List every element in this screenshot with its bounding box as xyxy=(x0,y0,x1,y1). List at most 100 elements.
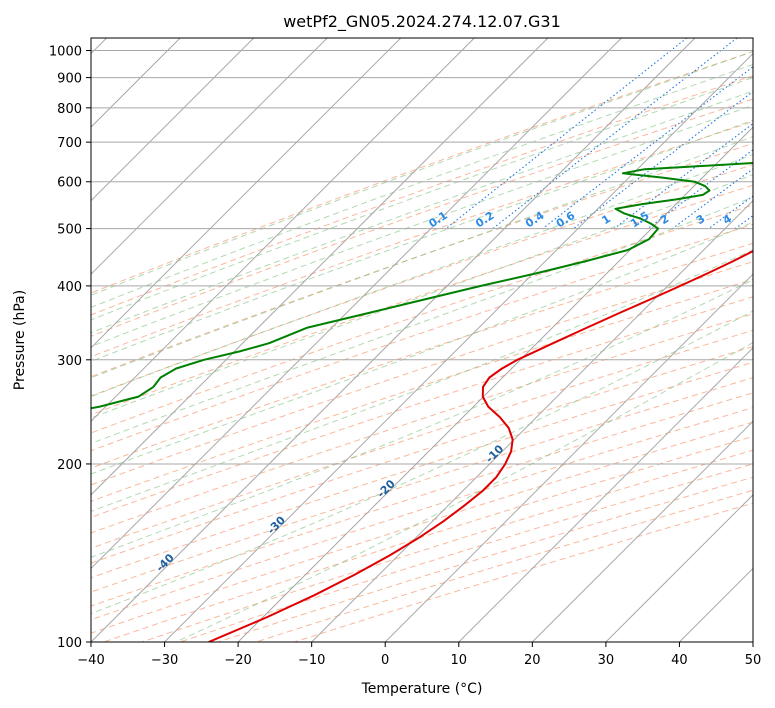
moist-adiabat-line xyxy=(91,119,753,362)
isotherm-line xyxy=(531,420,753,642)
isotherm-label: -50 xyxy=(40,591,63,614)
mixing-ratio-line xyxy=(613,122,753,230)
isotherm-line xyxy=(605,494,753,642)
isotherm-line xyxy=(384,273,753,642)
isotherm-line xyxy=(91,38,402,349)
dry-adiabat-line xyxy=(91,278,753,502)
dry-adiabat-line xyxy=(91,296,753,518)
profile-series xyxy=(91,162,753,642)
x-tick-label: 50 xyxy=(745,653,762,668)
moist-adiabat-line xyxy=(91,249,753,512)
moist-adiabat-line xyxy=(91,173,753,419)
dry-adiabat-line xyxy=(91,242,753,469)
mixing-ratio-label: 0.6 xyxy=(554,209,578,231)
y-tick-label: 200 xyxy=(57,458,82,473)
chart-title: wetPf2_GN05.2024.274.12.07.G31 xyxy=(283,12,561,32)
dry-adiabat-line xyxy=(91,164,753,397)
mixing-ratio-label: 6 xyxy=(759,212,773,227)
y-tick-label: 600 xyxy=(57,176,82,191)
moist-adiabat-line xyxy=(91,104,753,348)
moist-adiabat-line xyxy=(91,221,753,475)
plot-area: 0.10.20.40.611.52346810131620253036-50-4… xyxy=(40,38,773,642)
x-axis-title: Temperature (°C) xyxy=(361,681,483,697)
y-tick-label: 700 xyxy=(57,136,82,151)
isotherm-line xyxy=(237,126,753,642)
dry-adiabat-line xyxy=(91,142,753,378)
mixing-ratio-label: 0.1 xyxy=(426,209,449,231)
isotherm-label: -10 xyxy=(483,442,506,465)
isotherm-line xyxy=(458,347,753,642)
mixing-ratio-line xyxy=(445,38,688,230)
y-axis-title: Pressure (hPa) xyxy=(12,290,28,390)
profile-line-0 xyxy=(208,249,753,642)
mixing-ratio-line xyxy=(573,90,753,230)
moist-adiabat-line xyxy=(175,341,753,642)
isotherm-line xyxy=(91,38,696,642)
background-lines xyxy=(91,38,753,642)
profile-line-1 xyxy=(91,162,753,410)
isotherm-line xyxy=(679,567,753,642)
x-tick-label: 30 xyxy=(598,653,615,668)
isotherm-line xyxy=(91,38,475,423)
dry-adiabat-line xyxy=(91,223,753,452)
moist-adiabat-line xyxy=(91,63,753,308)
x-tick-label: 40 xyxy=(671,653,688,668)
moist-adiabat-line xyxy=(91,153,753,398)
isotherm-line xyxy=(91,38,328,275)
moist-adiabat-line xyxy=(91,90,753,334)
moist-adiabat-line xyxy=(91,77,753,321)
y-tick-label: 800 xyxy=(57,102,82,117)
isotherm-line xyxy=(91,38,549,496)
isotherm-line xyxy=(752,641,753,642)
x-tick-label: 0 xyxy=(381,653,389,668)
x-axis: −40 −30 −20 −10 0 10 20 30 40 50 xyxy=(77,642,761,668)
dry-adiabat-line xyxy=(179,463,753,642)
mixing-ratio-label: 2 xyxy=(658,212,672,227)
isotherm-line xyxy=(91,38,255,202)
dry-adiabat-line xyxy=(91,261,753,486)
moist-adiabat-line xyxy=(91,51,753,296)
isobar-grid xyxy=(91,50,753,642)
moist-adiabat-line xyxy=(91,196,753,444)
moist-adiabat-line xyxy=(91,279,753,558)
isotherm-line xyxy=(164,52,753,642)
mixing-ratio-line xyxy=(734,214,753,230)
dry-adiabat-line xyxy=(91,329,753,549)
dry-adiabat-line xyxy=(91,392,753,607)
mixing-ratio-line xyxy=(672,168,753,230)
dry-adiabat-line xyxy=(91,75,753,316)
mixing-ratio-label: 1 xyxy=(599,212,613,227)
y-tick-label: 400 xyxy=(57,280,82,295)
plot-frame xyxy=(90,37,754,643)
y-tick-label: 1000 xyxy=(49,45,82,60)
isotherm-label: -20 xyxy=(375,477,398,500)
moist-adiabat-line xyxy=(91,135,753,379)
dry-adiabat-line xyxy=(91,377,753,593)
dry-adiabat-line xyxy=(91,313,753,534)
dry-adiabat-line xyxy=(91,98,753,337)
x-tick-label: −40 xyxy=(77,653,104,668)
moist-adiabat-line xyxy=(91,310,753,615)
y-tick-label: 900 xyxy=(57,72,82,87)
dry-adiabat-line xyxy=(91,345,753,564)
mixing-ratio-line xyxy=(542,66,753,230)
dry-adiabat-line xyxy=(91,121,753,358)
y-axis: 1000 900 800 700 600 500 400 300 200 100 xyxy=(49,45,91,651)
x-tick-label: 10 xyxy=(451,653,468,668)
isotherm-grid xyxy=(91,38,753,642)
mixing-ratio-label: 1.5 xyxy=(628,209,651,231)
dry-adiabat-line xyxy=(91,361,753,579)
mixing-ratio-label: 3 xyxy=(694,212,708,227)
y-tick-label: 100 xyxy=(57,636,82,651)
mixing-ratio-label: 0.2 xyxy=(473,209,496,231)
x-tick-label: −10 xyxy=(298,653,325,668)
isotherm-line xyxy=(311,199,753,642)
x-tick-label: 20 xyxy=(524,653,541,668)
y-tick-label: 300 xyxy=(57,354,82,369)
y-tick-label: 500 xyxy=(57,223,82,238)
dry-adiabat-line xyxy=(91,204,753,434)
dry-adiabat-line xyxy=(103,435,753,642)
dry-adiabat-line xyxy=(91,50,753,294)
x-tick-label: −30 xyxy=(151,653,178,668)
